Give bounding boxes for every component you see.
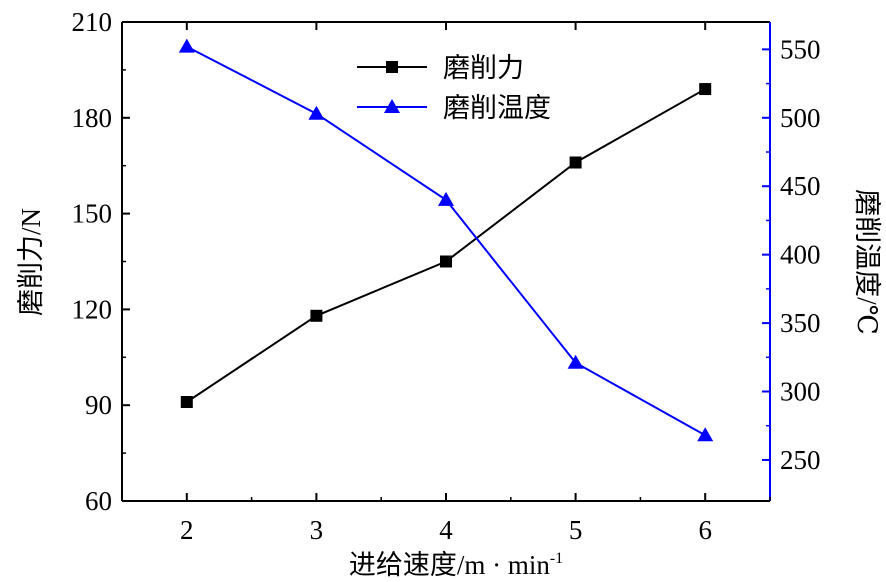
data-point-0 — [310, 309, 323, 322]
data-point-0 — [180, 396, 193, 409]
legend-label: 磨削力 — [443, 53, 524, 83]
x-tick-label: 5 — [569, 515, 583, 545]
data-point-0 — [699, 83, 712, 96]
y-right-tick-label: 350 — [780, 308, 821, 338]
series-line-0 — [186, 88, 706, 403]
y-left-tick-label: 60 — [85, 486, 112, 516]
legend-marker — [386, 61, 398, 73]
y-right-tick-label: 550 — [780, 34, 821, 64]
legend-label: 磨削温度 — [443, 93, 551, 123]
data-point-1 — [438, 191, 454, 206]
y-left-tick-label: 90 — [85, 390, 112, 420]
y-left-tick-label: 150 — [72, 199, 113, 229]
data-point-1 — [697, 427, 714, 442]
y-right-tick-label: 400 — [780, 240, 821, 270]
x-tick-label: 3 — [310, 515, 324, 545]
x-axis-label-superscript: -1 — [550, 550, 563, 567]
data-point-1 — [567, 354, 584, 369]
data-point-0 — [569, 156, 582, 169]
y-right-tick-label: 300 — [780, 377, 821, 407]
x-axis-label-main: 进给速度/m · min — [349, 550, 550, 580]
y-left-tick-label: 180 — [72, 103, 113, 133]
y-axis-right-label: 磨削温度/℃ — [852, 189, 882, 335]
data-point-0 — [440, 255, 452, 268]
legend-marker — [384, 99, 400, 113]
data-point-1 — [308, 105, 325, 120]
y-axis-left-label: 磨削力/N — [16, 208, 46, 316]
x-tick-label: 6 — [698, 515, 712, 545]
x-tick-label: 2 — [180, 515, 194, 545]
y-right-tick-label: 500 — [780, 103, 821, 133]
y-right-tick-label: 450 — [780, 171, 821, 201]
y-right-tick-label: 250 — [780, 445, 821, 475]
x-tick-label: 4 — [439, 515, 453, 545]
data-point-1 — [178, 38, 195, 53]
y-left-tick-label: 210 — [72, 7, 113, 37]
x-axis-label: 进给速度/m · min-1 — [349, 550, 563, 580]
y-left-tick-label: 120 — [72, 294, 113, 324]
